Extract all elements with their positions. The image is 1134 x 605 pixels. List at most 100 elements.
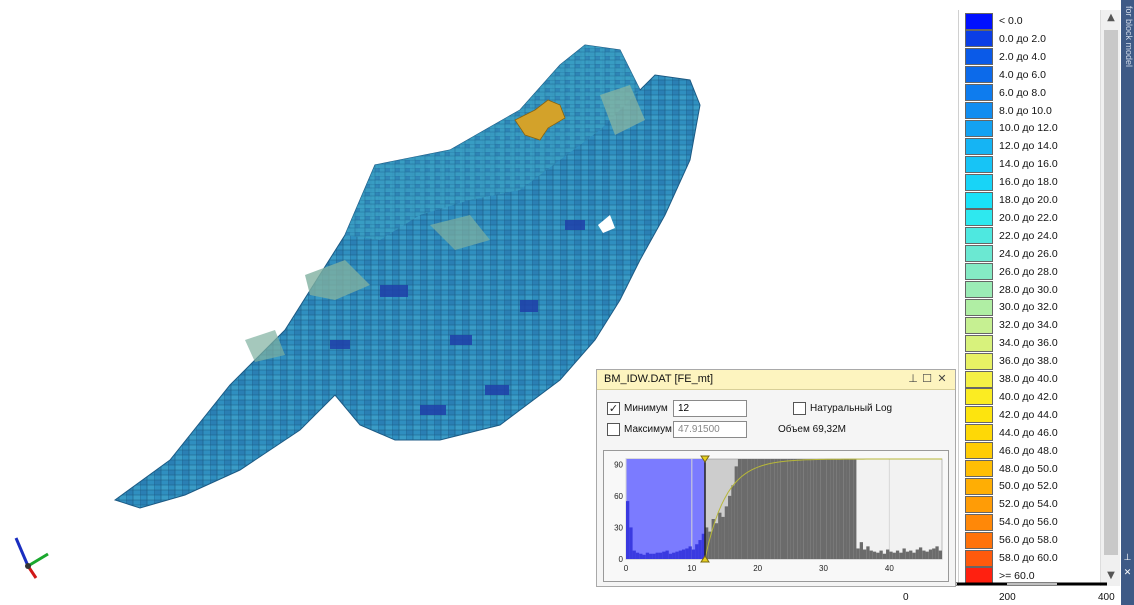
legend-item[interactable]: 44.0 до 46.0 [965,424,1058,442]
legend-item[interactable]: 46.0 до 48.0 [965,442,1058,460]
block-model-render[interactable] [0,0,955,605]
max-checkbox[interactable] [607,423,620,436]
legend-item[interactable]: 48.0 до 50.0 [965,460,1058,478]
legend-item[interactable]: 54.0 до 56.0 [965,513,1058,531]
legend-item[interactable]: 50.0 до 52.0 [965,477,1058,495]
legend-item[interactable]: 34.0 до 36.0 [965,334,1058,352]
histogram-bar [826,459,831,559]
histogram-svg[interactable]: 0 10 20 30 40 90 60 30 0 [604,451,948,581]
histogram-bar [747,459,752,559]
legend-item[interactable]: 18.0 до 20.0 [965,191,1058,209]
histogram-bar [655,552,659,559]
legend-item[interactable]: 36.0 до 38.0 [965,352,1058,370]
legend-item[interactable]: 22.0 до 24.0 [965,227,1058,245]
histogram-bar [672,552,676,559]
panel-titlebar[interactable]: BM_IDW.DAT [FE_mt] ⊥ ☐ ✕ [597,370,955,390]
natural-log-checkbox[interactable] [793,402,806,415]
histogram-bar [813,459,817,559]
histogram-bar [688,546,692,559]
maximize-icon[interactable]: ☐ [922,372,932,385]
histogram-bar [780,459,784,559]
legend-item[interactable]: 2.0 до 4.0 [965,48,1046,66]
legend-item[interactable]: 28.0 до 30.0 [965,281,1058,299]
legend-label: 6.0 до 8.0 [999,86,1046,99]
histogram-bar [787,459,791,559]
min-cut-handle-icon[interactable] [700,455,710,463]
legend-label: 42.0 до 44.0 [999,408,1058,421]
legend-item[interactable]: 32.0 до 34.0 [965,316,1058,334]
min-cut-handle-icon[interactable] [700,555,710,563]
legend-item[interactable]: 6.0 до 8.0 [965,84,1046,102]
legend-item[interactable]: 12.0 до 14.0 [965,137,1058,155]
legend-item[interactable]: 16.0 до 18.0 [965,173,1058,191]
legend-swatch [965,424,993,442]
histogram-bar [869,550,873,559]
pin-icon[interactable]: ⊥ [1123,553,1132,563]
legend-item[interactable]: 26.0 до 28.0 [965,263,1058,281]
close-icon[interactable]: ✕ [1123,568,1132,578]
legend-swatch [965,460,993,477]
legend-label: 26.0 до 28.0 [999,265,1058,278]
scrollbar-thumb[interactable] [1104,30,1118,555]
legend-label: 12.0 до 14.0 [999,140,1058,153]
legend-label: 40.0 до 42.0 [999,390,1058,403]
histogram-bar [649,553,653,559]
legend-item[interactable]: 4.0 до 6.0 [965,66,1046,84]
legend-label: 8.0 до 10.0 [999,104,1052,117]
histogram-bar [830,459,834,559]
legend-label: 2.0 до 4.0 [999,50,1046,63]
legend-swatch [965,513,993,531]
legend-item[interactable]: 10.0 до 12.0 [965,119,1058,137]
min-checkbox[interactable]: ✓ [607,402,620,415]
histogram-bar [668,553,673,559]
histogram-chart[interactable]: 0 10 20 30 40 90 60 30 0 [603,450,949,582]
legend-item[interactable]: 24.0 до 26.0 [965,245,1058,263]
legend-scrollbar[interactable]: ▲ ▼ [1100,10,1120,586]
histogram-bar [737,459,742,559]
scroll-up-icon[interactable]: ▲ [1107,12,1115,23]
histogram-bar [751,459,755,559]
legend-item[interactable]: < 0.0 [965,12,1023,30]
min-input[interactable]: 12 [673,400,747,417]
legend-item[interactable]: 30.0 до 32.0 [965,298,1058,316]
legend-swatch [965,30,993,48]
legend-label: < 0.0 [999,15,1023,27]
legend-item[interactable]: 52.0 до 54.0 [965,495,1058,513]
legend-item[interactable]: 0.0 до 2.0 [965,30,1046,48]
legend-label: 4.0 до 6.0 [999,68,1046,81]
legend-item[interactable]: 42.0 до 44.0 [965,406,1058,424]
legend-swatch [965,316,993,334]
axis-gizmo[interactable] [8,528,58,583]
legend-label: 16.0 до 18.0 [999,176,1058,189]
histogram-bar [866,546,870,559]
legend-swatch [965,102,993,119]
legend-item[interactable]: 40.0 до 42.0 [965,388,1058,406]
legend-item[interactable]: 38.0 до 40.0 [965,370,1058,388]
x-tick-label: 10 [687,564,696,573]
max-input[interactable]: 47.91500 [673,421,747,438]
histogram-bar [695,544,699,559]
histogram-bar [879,550,883,559]
legend-swatch [965,12,993,30]
close-icon[interactable]: ✕ [937,372,947,385]
low-grade-block [485,385,509,395]
legend-item[interactable]: 20.0 до 22.0 [965,209,1058,227]
scroll-down-icon[interactable]: ▼ [1107,570,1115,581]
legend-item[interactable]: 8.0 до 10.0 [965,102,1052,120]
legend-item[interactable]: 58.0 до 60.0 [965,549,1058,567]
color-legend[interactable]: < 0.0 0.0 до 2.0 2.0 до 4.0 4.0 до 6.0 6.0 д… [958,10,1098,586]
3d-viewport[interactable] [0,0,955,605]
histogram-panel: BM_IDW.DAT [FE_mt] ⊥ ☐ ✕ ✓ Минимум 12 На… [596,369,956,587]
legend-label: 28.0 до 30.0 [999,283,1058,296]
legend-item[interactable]: 14.0 до 16.0 [965,155,1058,173]
pin-icon[interactable]: ⊥ [908,372,918,385]
histogram-bar [839,459,844,559]
histogram-bar [790,459,794,559]
legend-item[interactable]: 56.0 до 58.0 [965,531,1058,549]
low-grade-block [565,220,585,230]
grade-patch [305,260,370,300]
low-grade-block [380,285,408,297]
legend-swatch [965,406,993,424]
histogram-bar [764,459,768,559]
histogram-bar [915,549,919,559]
